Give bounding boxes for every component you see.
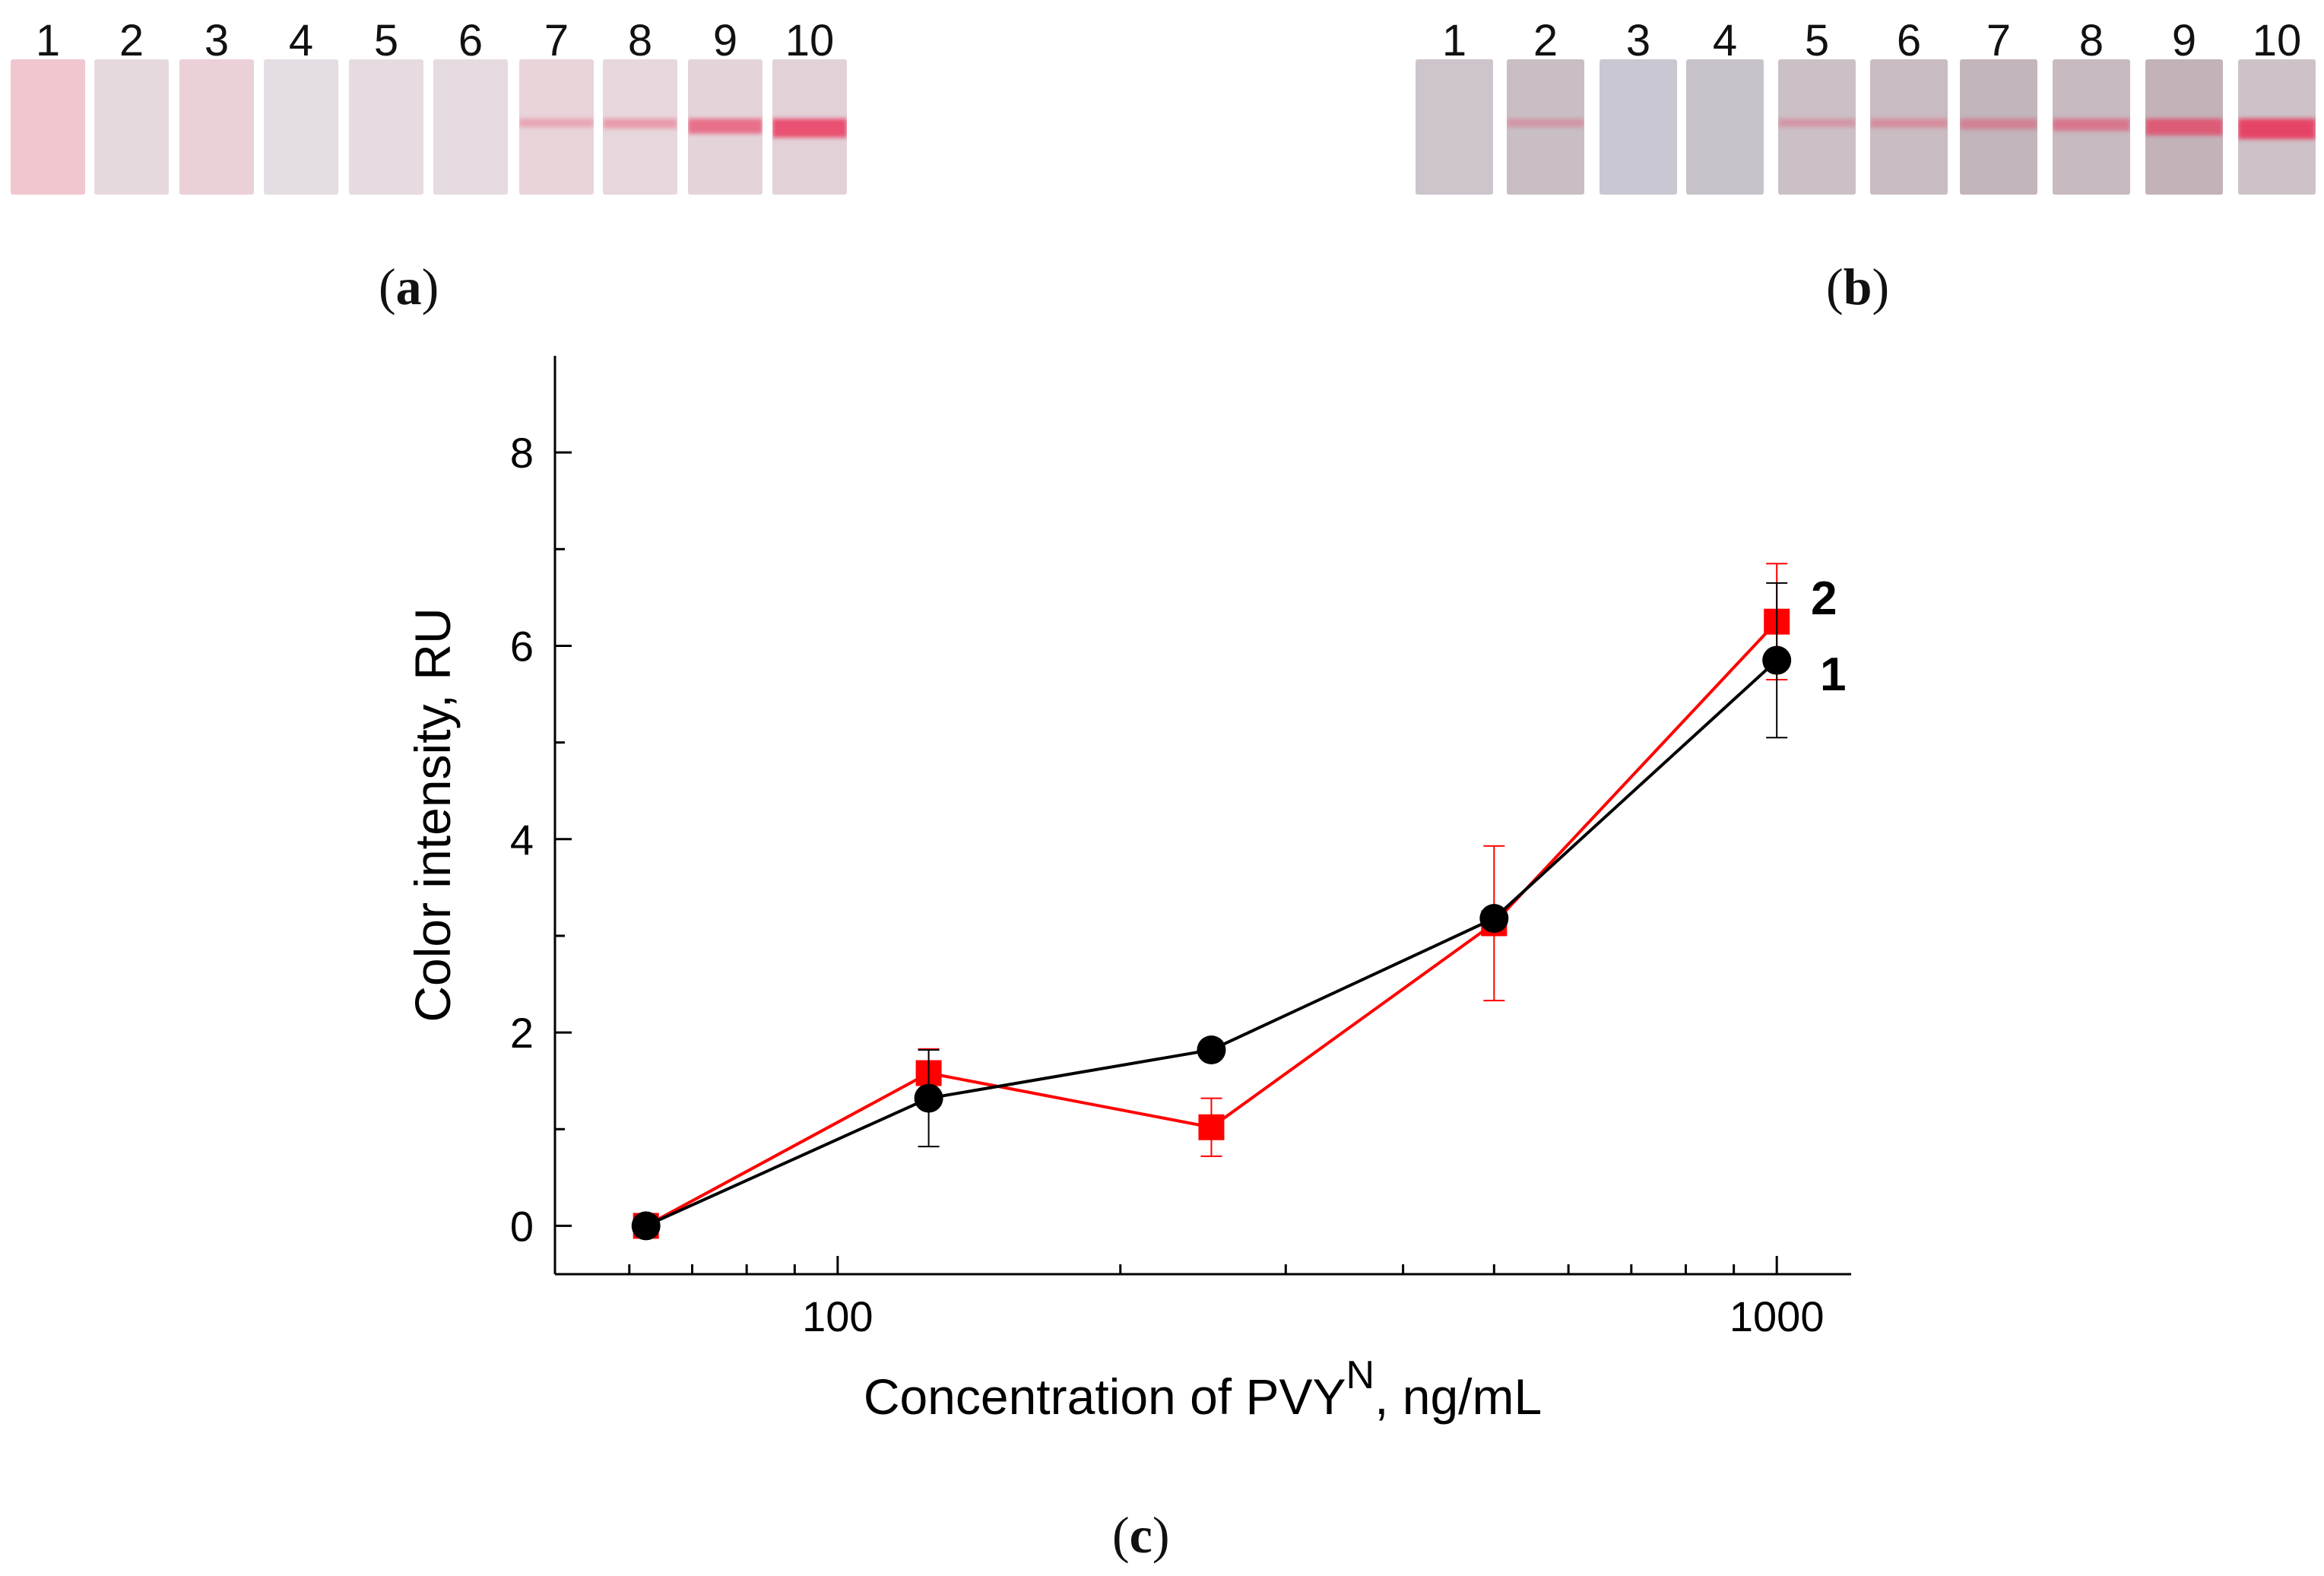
test-strip-b-7: [1960, 59, 2037, 195]
test-line-b-2: [1507, 119, 1584, 127]
test-strip-b-10: [2238, 59, 2316, 195]
x-tick-label: 1000: [1730, 1292, 1825, 1340]
strip-label-b-8: 8: [2078, 16, 2104, 65]
test-line-b-8: [2053, 119, 2130, 132]
strip-label-a-10: 10: [785, 16, 835, 65]
test-strip-a-7: [519, 59, 594, 195]
data-point-series-1: [1197, 1035, 1226, 1064]
y-tick-label: 0: [510, 1202, 534, 1250]
test-strip-a-8: [603, 59, 677, 195]
strip-label-b-9: 9: [2171, 16, 2197, 65]
test-line-b-5: [1778, 119, 1856, 127]
x-tick-label: 100: [802, 1292, 873, 1340]
test-strip-b-9: [2145, 59, 2223, 195]
strip-label-a-2: 2: [119, 16, 144, 65]
test-strip-a-4: [264, 59, 338, 195]
strip-label-a-5: 5: [373, 16, 399, 65]
test-strip-b-2: [1507, 59, 1584, 195]
strip-label-b-5: 5: [1804, 16, 1830, 65]
test-strip-b-4: [1686, 59, 1764, 195]
strip-label-a-8: 8: [627, 16, 653, 65]
strip-label-b-1: 1: [1441, 16, 1467, 65]
test-line-a-9: [688, 119, 763, 134]
strip-label-a-3: 3: [204, 16, 230, 65]
panel-label-c: (c): [1112, 1506, 1170, 1564]
data-point-series-1: [1762, 645, 1792, 675]
test-strip-b-3: [1600, 59, 1677, 195]
strip-label-a-6: 6: [458, 16, 484, 65]
test-line-b-7: [1960, 119, 2037, 129]
test-strip-b-8: [2053, 59, 2130, 195]
data-point-series-1: [1479, 904, 1509, 934]
strip-label-b-10: 10: [2252, 16, 2302, 65]
test-strip-a-10: [772, 59, 847, 195]
strip-label-b-2: 2: [1533, 16, 1558, 65]
test-strip-b-5: [1778, 59, 1856, 195]
test-line-b-9: [2145, 119, 2223, 135]
y-tick-label: 4: [510, 816, 534, 864]
strip-label-a-4: 4: [288, 16, 314, 65]
panel-label-a: (a): [379, 258, 439, 316]
series-2: [633, 563, 1790, 1239]
data-point-series-1: [631, 1211, 661, 1241]
test-line-a-7: [519, 119, 594, 127]
test-line-a-8: [603, 119, 677, 128]
test-strip-b-1: [1416, 59, 1493, 195]
test-line-b-10: [2238, 119, 2316, 140]
x-axis-label-main: Concentration of PVY: [864, 1368, 1346, 1425]
x-axis-label-tail: , ng/mL: [1374, 1368, 1542, 1425]
strip-label-b-7: 7: [1986, 16, 2012, 65]
strip-label-a-7: 7: [544, 16, 569, 65]
data-point-series-2: [1198, 1114, 1225, 1140]
test-strip-a-5: [349, 59, 423, 195]
y-tick-label: 6: [510, 622, 534, 670]
test-strip-a-9: [688, 59, 763, 195]
y-tick-label: 2: [510, 1009, 534, 1057]
strip-label-b-6: 6: [1896, 16, 1922, 65]
test-strip-a-3: [179, 59, 254, 195]
series-label-1: 1: [1820, 648, 1846, 701]
strip-label-a-9: 9: [712, 16, 738, 65]
strip-label-b-4: 4: [1712, 16, 1738, 65]
test-line-b-6: [1870, 119, 1948, 128]
strip-label-b-3: 3: [1625, 16, 1651, 65]
y-tick-label: 8: [510, 429, 534, 477]
test-strip-a-1: [11, 59, 85, 195]
series-1: [631, 582, 1792, 1241]
x-axis-label-superscript: N: [1346, 1353, 1375, 1397]
series-label-2: 2: [1811, 572, 1837, 625]
y-axis-label: Color intensity, RU: [404, 607, 461, 1022]
test-strip-b-6: [1870, 59, 1948, 195]
strip-label-a-1: 1: [35, 16, 61, 65]
test-strip-a-2: [94, 59, 169, 195]
x-axis-label: Concentration of PVYN, ng/mL: [864, 1353, 1542, 1425]
test-strip-a-6: [433, 59, 508, 195]
test-line-a-10: [772, 119, 847, 138]
panel-label-b: (b): [1826, 258, 1890, 316]
data-point-series-1: [914, 1083, 943, 1113]
